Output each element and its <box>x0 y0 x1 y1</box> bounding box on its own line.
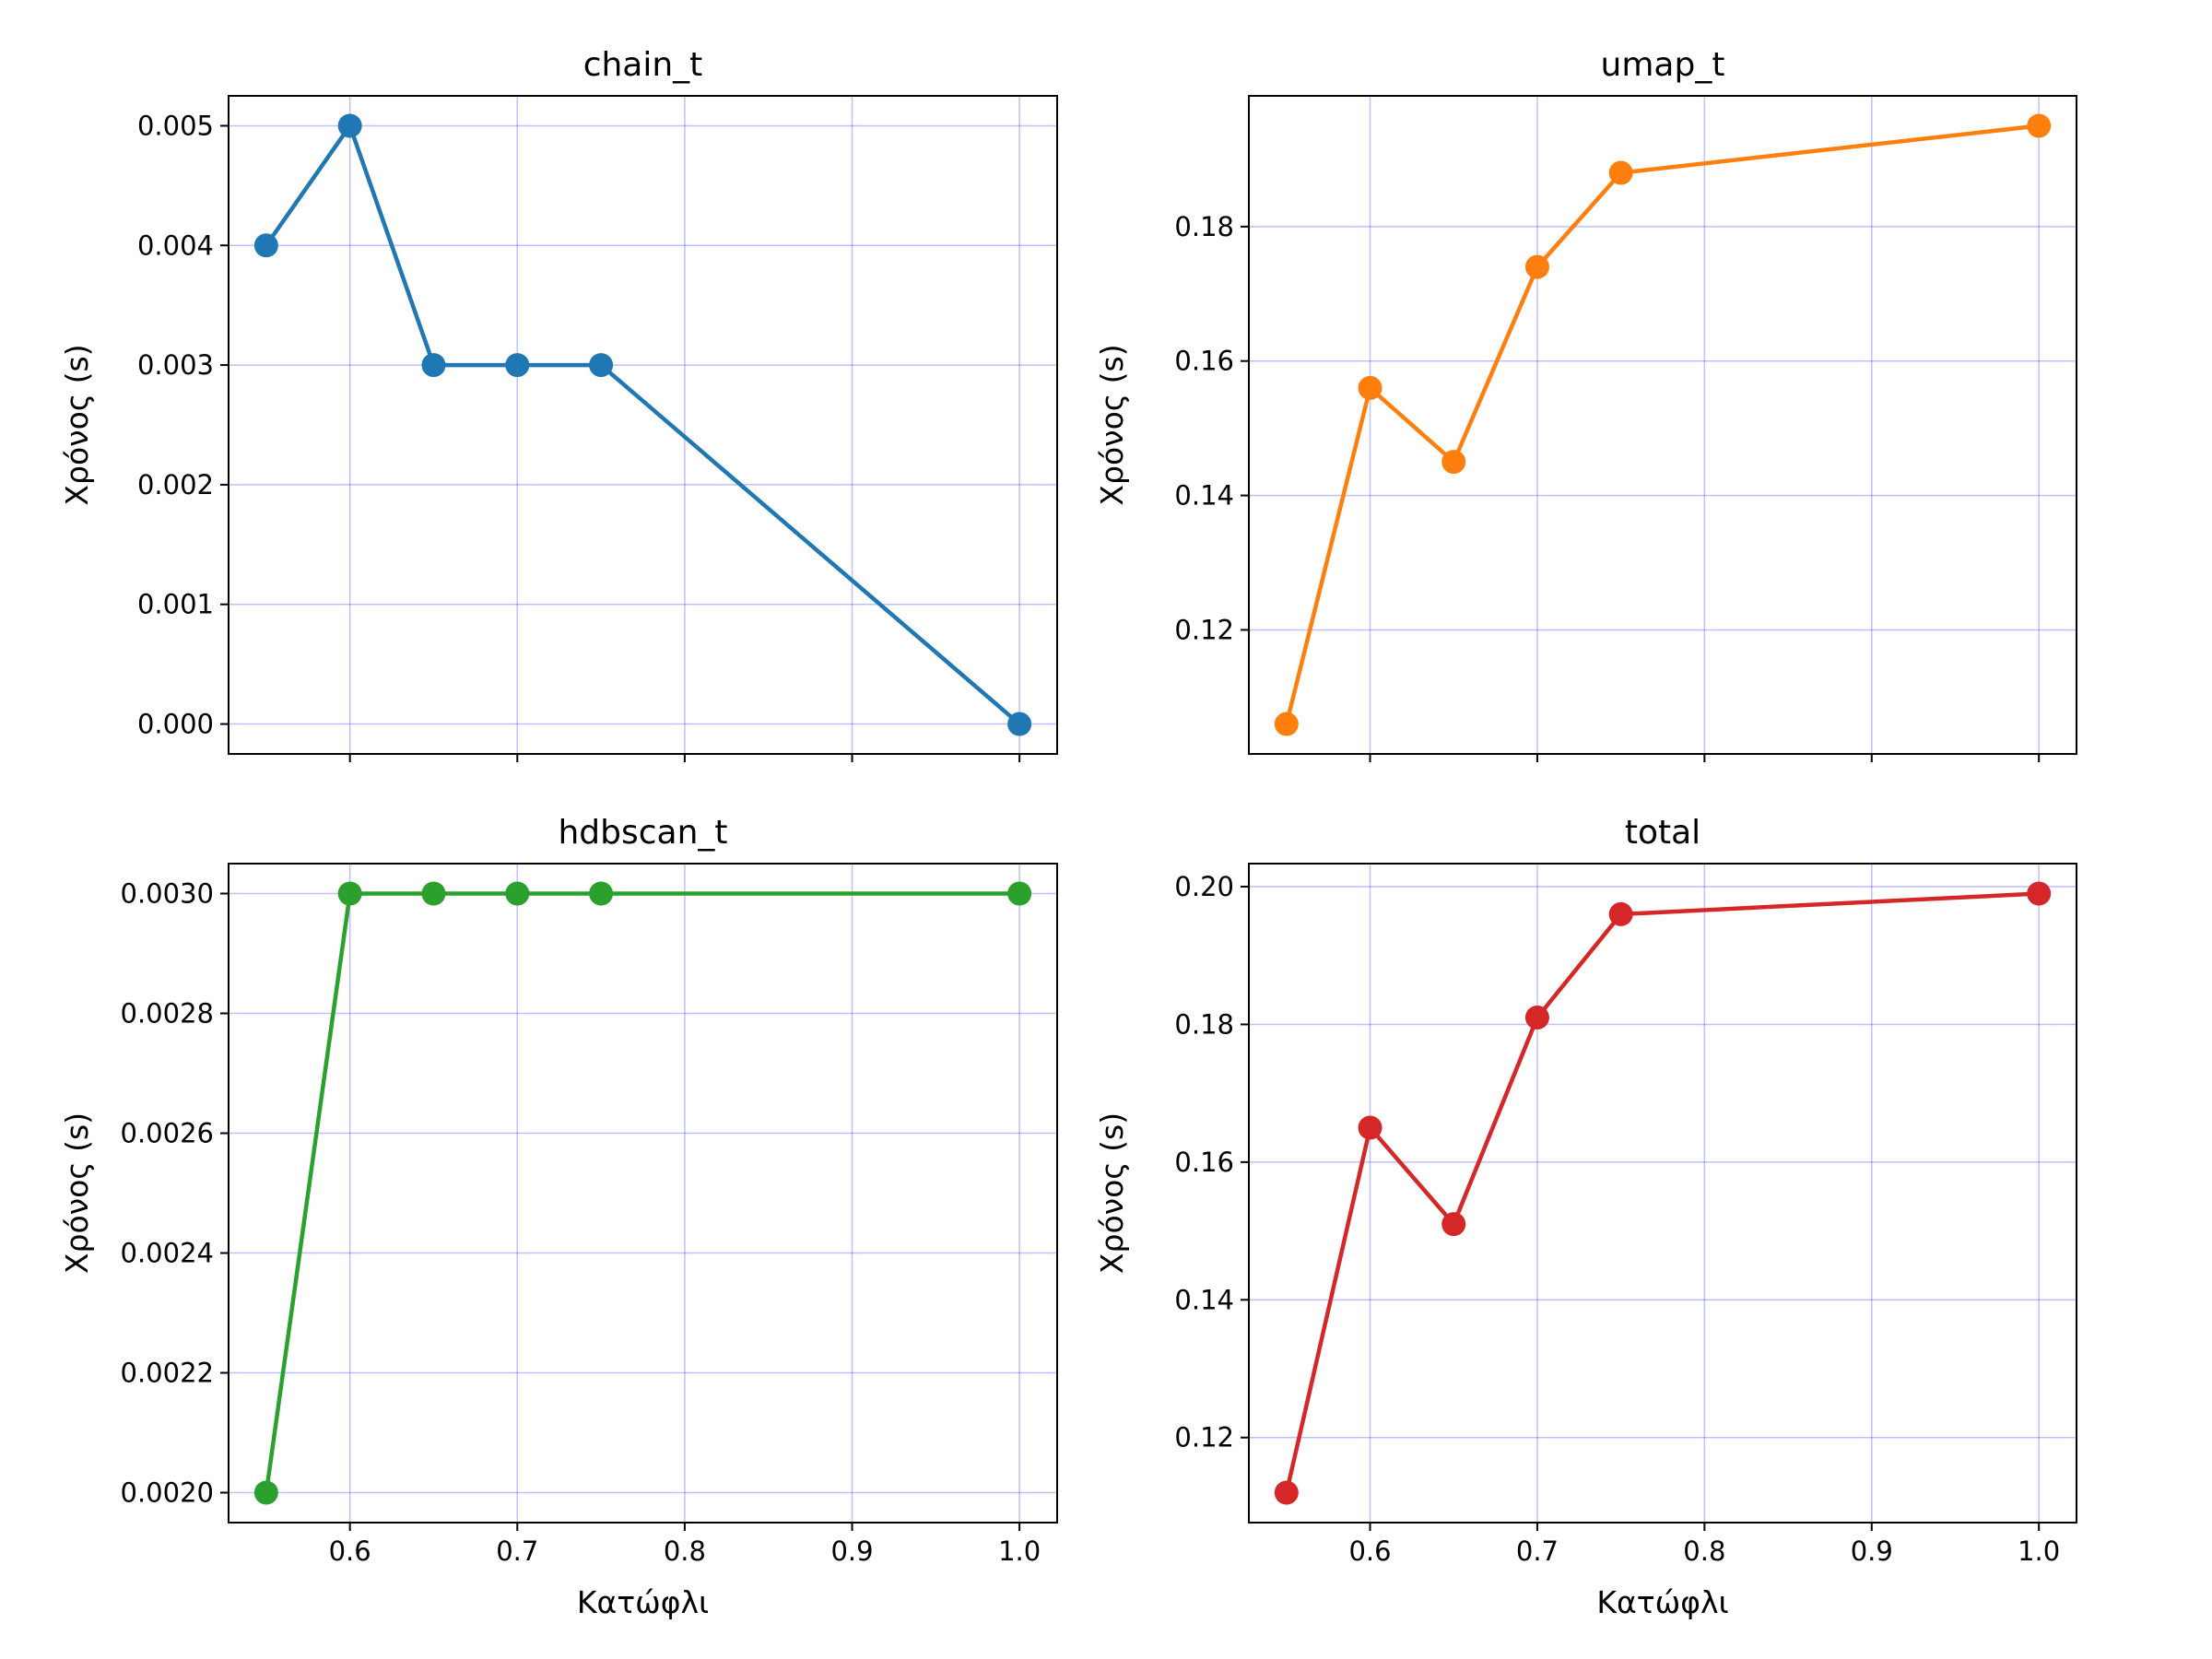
axes-frame <box>228 95 1058 755</box>
data-point <box>337 881 362 906</box>
x-tick-label: 0.7 <box>1516 1535 1559 1567</box>
data-point <box>1608 160 1633 185</box>
x-tick-label: 1.0 <box>998 1535 1041 1567</box>
y-tick-label: 0.005 <box>137 110 214 141</box>
y-tick-label: 0.0020 <box>121 1477 214 1509</box>
y-tick-label: 0.000 <box>137 709 214 740</box>
subplot-title: umap_t <box>1601 46 1725 84</box>
series-line <box>1284 124 2040 725</box>
y-tick-label: 0.0030 <box>121 878 214 910</box>
data-point <box>1007 712 1032 736</box>
y-tick-label: 0.0026 <box>121 1118 214 1149</box>
y-tick-label: 0.0028 <box>121 998 214 1030</box>
data-point <box>421 881 446 906</box>
x-axis-label: Κατώφλι <box>1596 1584 1728 1620</box>
x-axis-label: Κατώφλι <box>577 1584 709 1620</box>
data-point <box>505 881 530 906</box>
x-tick-label: 0.7 <box>496 1535 538 1567</box>
y-tick-label: 0.12 <box>1174 614 1234 645</box>
data-point <box>1358 375 1382 400</box>
subplot-title: total <box>1625 814 1700 852</box>
data-point <box>1524 1005 1549 1030</box>
data-point <box>1441 1212 1466 1237</box>
y-axis-label: Χρόνος (s) <box>1094 344 1130 505</box>
series-line <box>1284 891 2040 1494</box>
y-tick-label: 0.20 <box>1174 871 1234 902</box>
data-point <box>337 113 362 138</box>
x-tick-label: 0.8 <box>664 1535 706 1567</box>
series-line <box>264 891 1020 1493</box>
data-point <box>421 353 446 378</box>
data-point <box>1524 254 1549 279</box>
y-axis-label: Χρόνος (s) <box>59 344 95 505</box>
data-point <box>2027 881 2052 906</box>
x-tick-label: 0.8 <box>1683 1535 1725 1567</box>
y-tick-label: 0.14 <box>1174 1284 1234 1315</box>
y-tick-label: 0.0022 <box>121 1358 214 1389</box>
y-tick-label: 0.004 <box>137 229 214 261</box>
y-tick-label: 0.003 <box>137 349 214 381</box>
x-tick-label: 1.0 <box>2018 1535 2060 1567</box>
data-point <box>1274 1480 1299 1505</box>
data-point <box>2027 113 2052 138</box>
data-point <box>589 353 614 378</box>
data-point <box>505 353 530 378</box>
subplot-title: hdbscan_t <box>558 814 727 852</box>
y-tick-label: 0.14 <box>1174 480 1234 512</box>
data-point <box>1007 881 1032 906</box>
y-axis-label: Χρόνος (s) <box>59 1112 95 1274</box>
x-tick-label: 0.9 <box>830 1535 873 1567</box>
y-tick-label: 0.12 <box>1174 1422 1234 1453</box>
data-point <box>1358 1115 1382 1140</box>
axes-frame <box>1248 95 2077 755</box>
data-point <box>253 1480 278 1505</box>
axes-frame <box>228 863 1058 1524</box>
y-tick-label: 0.0024 <box>121 1238 214 1269</box>
data-point <box>1274 712 1299 736</box>
y-axis-label: Χρόνος (s) <box>1094 1112 1130 1274</box>
data-point <box>1608 901 1633 926</box>
axes-frame <box>1248 863 2077 1524</box>
data-point <box>589 881 614 906</box>
subplot-title: chain_t <box>583 46 703 84</box>
data-point <box>1441 450 1466 475</box>
y-tick-label: 0.18 <box>1174 211 1234 242</box>
subplot-total: 0.12 0.14 0.16 0.18 0.20 0.6 0.7 0.8 0.9 1.0 total… <box>1094 814 2077 1620</box>
series-line <box>265 124 1021 726</box>
data-point <box>253 233 278 258</box>
x-tick-label: 0.6 <box>1348 1535 1391 1567</box>
y-tick-label: 0.001 <box>137 589 214 620</box>
y-tick-label: 0.16 <box>1174 1147 1234 1178</box>
x-tick-label: 0.9 <box>1851 1535 1893 1567</box>
y-tick-label: 0.16 <box>1174 346 1234 377</box>
subplot-hdbscan_t: 0.0020 0.0022 0.0024 0.0026 0.0028 0.0030 0.6 0… <box>59 814 1058 1620</box>
y-tick-label: 0.002 <box>137 469 214 500</box>
subplot-chain_t: 0.000 0.001 0.002 0.003 0.004 0.005 chain_t Χρό… <box>59 46 1058 762</box>
subplot-umap_t: 0.12 0.14 0.16 0.18 umap_t Χρόνος (s) <box>1094 46 2077 762</box>
x-tick-label: 0.6 <box>329 1535 371 1567</box>
y-tick-label: 0.18 <box>1174 1008 1234 1040</box>
